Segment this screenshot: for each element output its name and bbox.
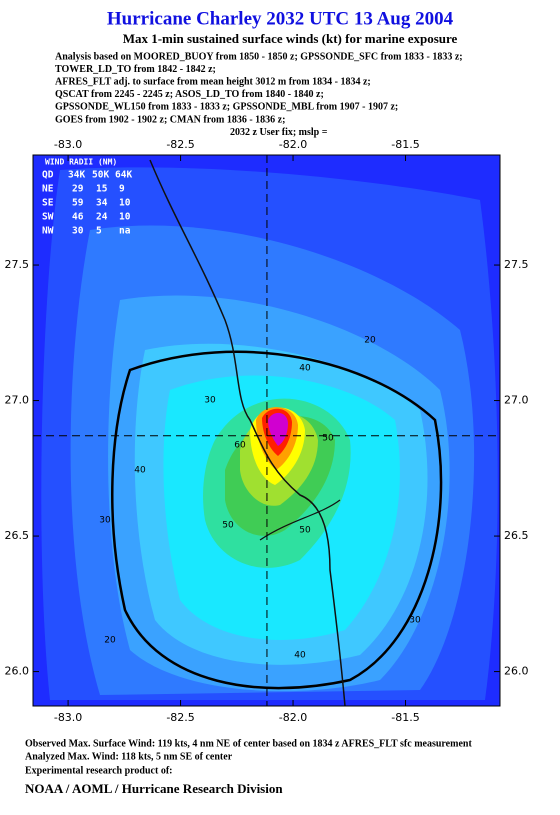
table-header: QD [42, 170, 54, 181]
table-cell: 34 [96, 198, 108, 209]
x-tick-label: -81.5 [391, 138, 419, 151]
wind-radii-table: WIND RADII (NM) QD 34K 50K 64K NE 29 15 9 SE 59 34 1… [42, 158, 132, 237]
x-tick-label: -83.0 [54, 138, 82, 151]
contour-label: 60 [234, 441, 246, 451]
analysis-notes: Analysis based on MOORED_BUOY from 1850 … [55, 51, 463, 138]
table-cell: NE [42, 184, 54, 195]
contour-label: 50 [222, 521, 234, 531]
footer-line: Observed Max. Surface Wind: 119 kts, 4 n… [25, 738, 472, 749]
table-header: 50K [92, 170, 109, 181]
x-tick-label: -82.0 [279, 711, 307, 724]
contour-label: 40 [294, 651, 306, 661]
analysis-line: GOES from 1902 - 1902 z; CMAN from 1836 … [55, 114, 285, 125]
table-cell: 29 [72, 184, 84, 195]
coastline [259, 499, 341, 541]
coastline [149, 159, 346, 706]
analysis-line: 2032 z User fix; mslp = [230, 127, 328, 138]
footer-line: Experimental research product of: [25, 765, 172, 776]
y-tick-label: 26.0 [504, 665, 529, 678]
x-tick-label: -83.0 [54, 711, 82, 724]
x-tick-label: -82.5 [166, 711, 194, 724]
y-tick-label: 27.5 [504, 258, 529, 271]
table-cell: 5 [96, 226, 102, 237]
table-cell: 46 [72, 212, 84, 223]
contour-label: 50 [299, 526, 311, 536]
footer-line: Analyzed Max. Wind: 118 kts, 5 nm SE of … [25, 751, 233, 762]
y-tick-label: 26.0 [5, 665, 30, 678]
table-cell: SW [42, 212, 54, 223]
y-tick-label: 26.5 [5, 529, 30, 542]
analysis-line: AFRES_FLT adj. to surface from mean heig… [55, 76, 371, 87]
analysis-line: QSCAT from 2245 - 2245 z; ASOS_LD_TO fro… [55, 89, 324, 100]
band [268, 412, 288, 446]
contour-label: 20 [104, 636, 116, 646]
wind-field [33, 155, 500, 706]
table-cell: 10 [119, 198, 131, 209]
y-tick-label: 27.5 [5, 258, 30, 271]
table-header: 34K [68, 170, 85, 181]
x-tick-label: -82.0 [279, 138, 307, 151]
table-cell: 9 [119, 184, 125, 195]
credit: NOAA / AOML / Hurricane Research Divisio… [25, 781, 283, 796]
axes: -83.0 -83.0 -82.5 -82.5 -82.0 -82.0 -81.5 -81.5… [5, 138, 529, 724]
contour-label: 30 [204, 396, 216, 406]
table-cell: SE [42, 198, 54, 209]
x-tick-label: -81.5 [391, 711, 419, 724]
y-tick-label: 27.0 [504, 394, 529, 407]
contour-label: 40 [134, 466, 146, 476]
table-title: WIND RADII (NM) [45, 158, 117, 167]
table-cell: 59 [72, 198, 84, 209]
table-cell: 15 [96, 184, 108, 195]
analysis-line: GPSSONDE_WL150 from 1833 - 1833 z; GPSSO… [55, 102, 398, 113]
contour-label: 50 [322, 434, 334, 444]
y-tick-label: 27.0 [5, 394, 30, 407]
table-cell: NW [42, 226, 54, 237]
table-cell: 10 [119, 212, 131, 223]
contour-label: 30 [409, 616, 421, 626]
analysis-line: TOWER_LD_TO from 1842 - 1842 z; [55, 64, 216, 75]
table-cell: na [119, 226, 131, 237]
contour-label: 20 [364, 336, 376, 346]
table-cell: 30 [72, 226, 84, 237]
x-tick-label: -82.5 [166, 138, 194, 151]
contour-30 [111, 350, 443, 690]
y-tick-label: 26.5 [504, 529, 529, 542]
subtitle: Max 1-min sustained surface winds (kt) f… [123, 31, 458, 46]
contour-label: 40 [299, 364, 311, 374]
table-header: 64K [115, 170, 132, 181]
contour-label: 30 [99, 516, 111, 526]
title: Hurricane Charley 2032 UTC 13 Aug 2004 [107, 8, 454, 29]
table-cell: 24 [96, 212, 108, 223]
analysis-line: Analysis based on MOORED_BUOY from 1850 … [55, 51, 463, 62]
